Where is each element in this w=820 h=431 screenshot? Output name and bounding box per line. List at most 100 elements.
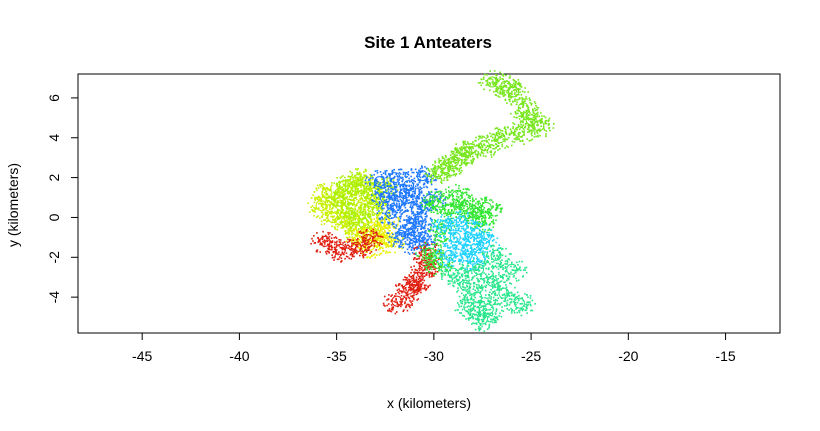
data-speck	[462, 220, 465, 222]
data-speck	[356, 231, 359, 234]
data-speck	[455, 201, 457, 204]
data-speck	[388, 308, 391, 310]
data-speck	[417, 214, 419, 216]
data-speck	[378, 203, 381, 205]
data-speck	[335, 206, 337, 209]
data-speck	[366, 227, 369, 229]
data-speck	[370, 218, 372, 221]
data-speck	[431, 198, 434, 200]
data-speck	[419, 275, 421, 278]
data-speck	[319, 202, 321, 205]
data-speck	[335, 249, 338, 251]
data-speck	[481, 210, 483, 213]
data-speck	[411, 202, 413, 204]
data-speck	[345, 255, 348, 258]
data-speck	[384, 230, 386, 232]
data-speck	[416, 258, 419, 260]
data-speck	[318, 239, 320, 241]
data-speck	[399, 211, 401, 214]
data-speck	[362, 214, 365, 216]
data-speck	[459, 219, 461, 221]
data-speck	[467, 217, 470, 220]
data-speck	[446, 265, 449, 268]
data-speck	[352, 237, 354, 240]
data-speck	[376, 233, 378, 235]
data-speck	[427, 285, 430, 287]
data-speck	[378, 224, 380, 226]
data-speck	[402, 291, 404, 293]
data-speck	[420, 291, 422, 294]
data-speck	[372, 199, 374, 201]
data-speck	[404, 291, 407, 294]
data-speck	[424, 175, 426, 178]
data-speck	[348, 224, 351, 227]
data-speck	[337, 188, 340, 190]
data-speck	[412, 203, 415, 206]
data-speck	[390, 185, 393, 187]
data-speck	[337, 197, 339, 199]
data-speck	[411, 304, 413, 306]
data-speck	[388, 173, 390, 175]
data-speck	[462, 282, 464, 285]
data-speck	[409, 206, 412, 208]
data-speck	[448, 263, 451, 265]
data-speck	[437, 218, 439, 221]
data-speck	[425, 251, 427, 254]
data-speck	[412, 171, 415, 174]
data-speck	[390, 310, 393, 313]
data-speck	[393, 226, 395, 228]
data-speck	[373, 226, 376, 228]
data-speck	[450, 229, 453, 231]
data-speck	[418, 290, 420, 293]
data-speck	[340, 261, 342, 263]
data-speck	[364, 223, 366, 225]
data-speck	[395, 293, 397, 295]
data-speck	[367, 239, 369, 241]
data-speck	[387, 204, 390, 206]
data-speck	[465, 191, 467, 194]
data-speck	[315, 250, 318, 253]
chart-title: Site 1 Anteaters	[364, 33, 492, 52]
data-speck	[392, 179, 395, 181]
data-speck	[352, 214, 355, 217]
data-speck	[335, 204, 338, 207]
data-speck	[422, 244, 425, 247]
data-speck	[376, 217, 378, 219]
data-speck	[410, 248, 413, 251]
data-speck	[374, 231, 376, 234]
data-speck	[438, 268, 441, 271]
data-speck	[336, 184, 339, 186]
data-speck	[374, 256, 376, 259]
data-speck	[448, 194, 450, 196]
data-speck	[400, 226, 402, 229]
data-speck	[412, 277, 414, 280]
data-speck	[440, 226, 442, 229]
data-speck	[438, 198, 440, 200]
data-speck	[463, 288, 465, 291]
data-speck	[473, 209, 475, 212]
data-speck	[423, 268, 426, 271]
data-speck	[372, 230, 375, 233]
data-speck	[359, 184, 361, 186]
data-speck	[385, 250, 388, 253]
data-speck	[405, 219, 407, 221]
data-speck	[440, 228, 443, 231]
data-speck	[404, 306, 407, 309]
data-speck	[338, 195, 340, 197]
data-speck	[390, 236, 393, 239]
data-speck	[344, 230, 347, 232]
data-speck	[398, 233, 401, 236]
data-speck	[433, 243, 436, 246]
data-speck	[465, 293, 467, 296]
data-speck	[353, 249, 356, 251]
data-speck	[452, 253, 454, 256]
data-speck	[375, 242, 377, 244]
data-speck	[375, 229, 377, 231]
data-speck	[416, 200, 418, 202]
data-speck	[356, 240, 359, 242]
data-speck	[376, 242, 379, 244]
data-speck	[328, 211, 331, 213]
data-speck	[359, 240, 362, 243]
data-speck	[319, 184, 321, 186]
data-speck	[392, 306, 394, 309]
